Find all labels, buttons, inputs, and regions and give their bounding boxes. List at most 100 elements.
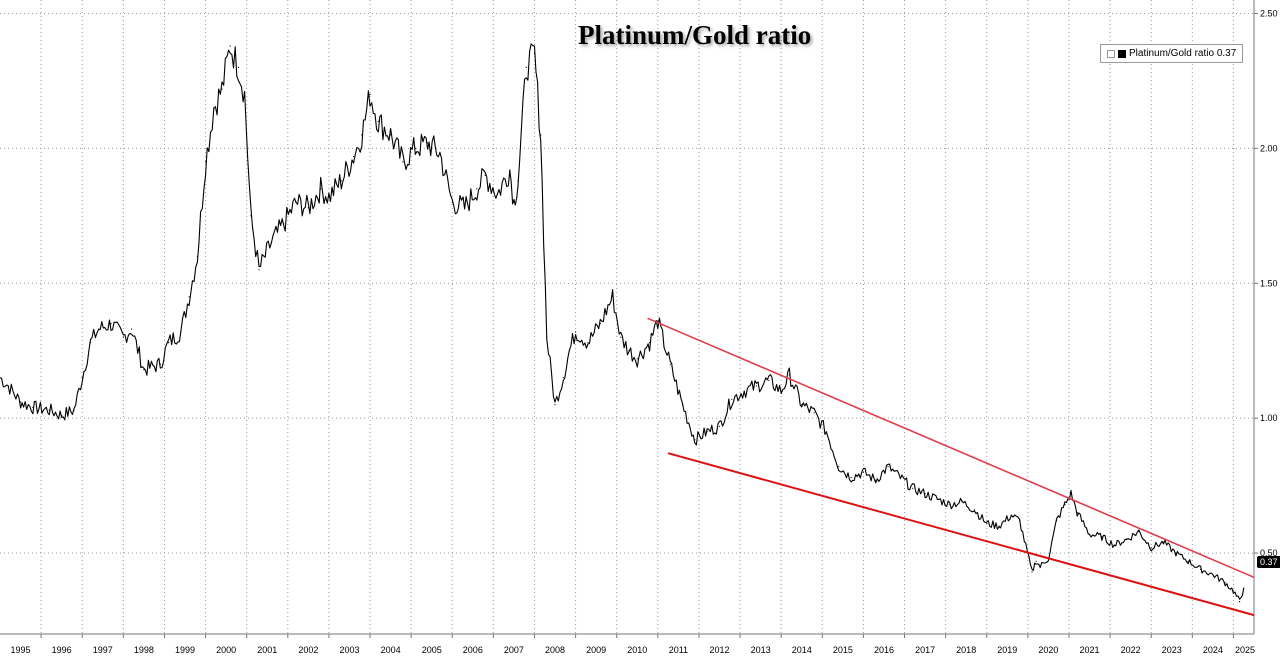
data-point [513,201,515,203]
data-point [694,439,696,441]
data-point [1125,539,1128,541]
x-tick-label: 2003 [339,645,359,655]
data-point [509,169,511,171]
data-point [936,498,939,500]
data-point [250,215,252,217]
legend[interactable]: Platinum/Gold ratio 0.37 [1100,44,1244,63]
x-tick-label: 2017 [915,645,935,655]
x-tick-label: 1997 [93,645,113,655]
x-tick-label: 2021 [1080,645,1100,655]
data-point [484,174,486,176]
lower-trendline [667,452,1255,617]
data-point [628,350,630,352]
chart-title: Platinum/Gold ratio [578,20,812,50]
x-tick-label: 2013 [751,645,771,655]
x-tick-label: 2015 [833,645,853,655]
data-point [320,188,322,190]
x-tick-label: 1995 [11,645,31,655]
data-point [439,153,441,155]
y-tick-label: 2.50 [1260,8,1278,18]
data-point [899,476,902,479]
last-value-badge: 0.37 [1257,556,1280,568]
data-point [568,350,571,352]
data-point [562,377,564,379]
data-point [1200,568,1202,570]
legend-toggle-icon[interactable] [1107,49,1115,58]
data-point [0,377,1,379]
data-point [1162,541,1165,543]
data-point [353,155,355,158]
x-tick-label: 2004 [381,645,401,655]
y-axis: 0.50 1.00 1.50 2.00 2.50 [1253,0,1278,634]
data-point [110,323,112,325]
data-point [718,425,721,427]
data-point [998,525,1000,527]
legend-label: Platinum/Gold ratio 0.37 [1129,48,1237,59]
x-tick-label: 2014 [792,645,812,655]
data-point [307,207,309,209]
data-point [1019,520,1021,522]
data-point [1035,560,1037,562]
data-point [361,134,363,136]
data-point [244,93,246,95]
data-point [768,379,770,381]
data-point [825,431,828,433]
data-point [1031,571,1033,573]
data-point [221,88,223,90]
data-point [464,207,466,209]
data-point [801,404,803,406]
grid-lines [0,0,1254,634]
data-point [402,161,404,163]
x-tick-label: 2006 [463,645,483,655]
data-point [681,404,684,406]
data-point [1088,533,1091,535]
data-point [390,134,392,136]
data-point [1187,560,1189,562]
data-point [1243,587,1245,589]
data-point [788,374,791,376]
data-point [270,242,272,244]
data-point [731,398,733,400]
data-point [213,107,215,109]
data-point [7,385,9,387]
data-point [122,336,124,338]
data-point [1175,552,1177,554]
x-tick-label: 2010 [627,645,647,655]
data-point [168,342,170,344]
data-point [328,196,330,198]
data-point [949,503,951,506]
y-tick-label: 0.50 [1260,548,1278,558]
data-point [961,501,963,503]
data-point [887,466,889,468]
data-point [575,331,577,333]
x-tick-label: 2008 [545,645,565,655]
data-point [48,409,50,411]
data-point [496,193,499,195]
data-point [657,320,659,322]
data-point [1101,536,1103,538]
data-point [1150,547,1152,549]
data-point [599,323,601,325]
data-point [377,120,379,122]
y-tick-label: 1.50 [1260,278,1278,288]
data-point [143,369,145,371]
data-point [159,363,161,365]
data-point [414,147,416,149]
x-tick-label: 2019 [997,645,1017,655]
data-point [533,53,536,55]
data-point [205,161,207,163]
x-tick-label: 2009 [586,645,606,655]
data-point [755,385,758,387]
data-point [1239,601,1241,603]
data-point [61,414,63,417]
series-line-platinum-gold-ratio [0,43,1245,600]
legend-swatch [1118,49,1126,58]
data-point [1224,582,1226,584]
x-tick-label: 2012 [709,645,729,655]
data-point [283,223,285,225]
x-tick-label: 2022 [1121,645,1141,655]
x-tick-label: 1998 [134,645,154,655]
x-tick-label: 2011 [669,645,688,655]
data-point [180,331,182,333]
data-point [554,404,556,406]
